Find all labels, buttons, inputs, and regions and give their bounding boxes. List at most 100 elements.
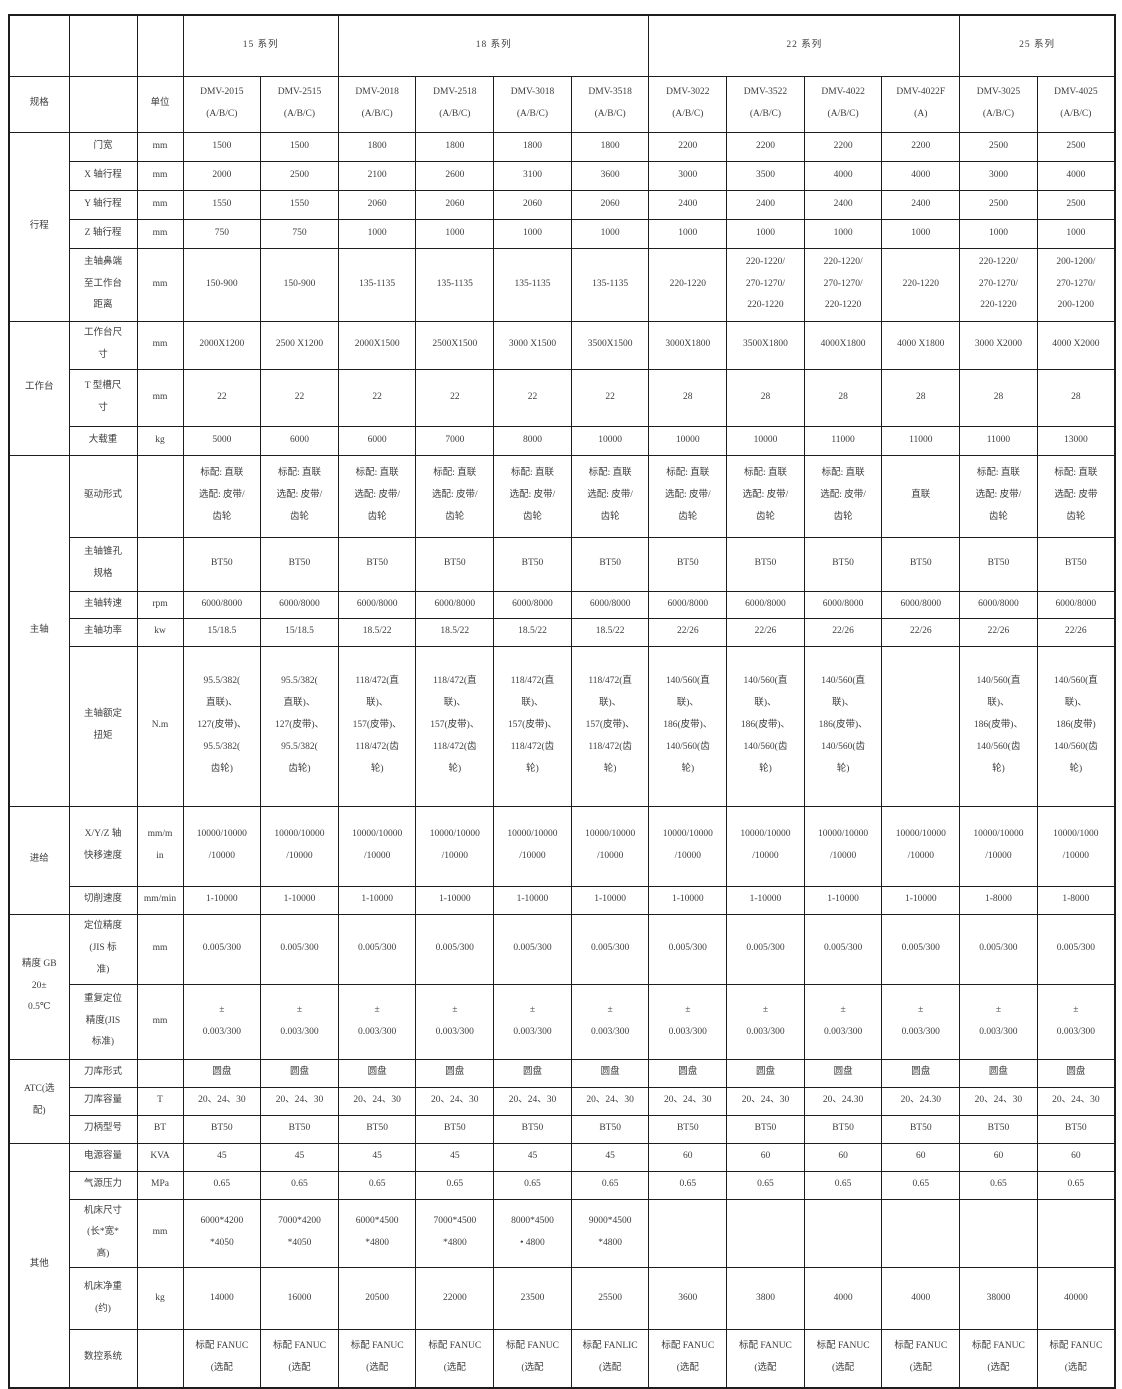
spec-name: 机床尺寸 (长*宽* 高) (68, 1198, 138, 1269)
spec-value: 20、24.30 (881, 1086, 961, 1116)
spec-name: 门宽 (68, 131, 138, 162)
table-row: 主轴功率 kw 15/18.5 15/18.5 18.5/22 18.5/22 18.5/2… (9, 617, 1116, 647)
spec-value: ± 0.003/300 (337, 983, 417, 1060)
spec-value: 3500X1500 (570, 320, 650, 370)
spec-value: ± 0.003/300 (182, 983, 262, 1060)
spec-value: 2000 (182, 160, 262, 191)
spec-name: 重复定位 精度(JIS 标准) (68, 983, 138, 1060)
spec-value: ± 0.003/300 (1036, 983, 1116, 1060)
spec-value: 140/560(直 联)、 186(皮带)、 140/560(齿 轮) (726, 645, 805, 807)
corner-empty (136, 14, 184, 77)
spec-value: 1000 (415, 218, 495, 249)
model-variant: (A/B/C) (672, 109, 704, 119)
spec-value: 22 (493, 368, 572, 427)
model-header: DMV-4022 (A/B/C) (803, 75, 883, 133)
spec-value: 140/560(直 联)、 186(皮带) 140/560(齿 轮) (1036, 645, 1116, 807)
spec-table: 15 系列 18 系列 22 系列 25 系列 规格 单位 DMV-2015 (A/B/C) D… (8, 14, 1116, 1389)
spec-value: 20、24、30 (182, 1086, 262, 1116)
spec-value: 6000/8000 (260, 590, 339, 619)
spec-value: 135-1135 (337, 247, 417, 322)
spec-value: ± 0.003/300 (726, 983, 805, 1060)
spec-value: 2200 (881, 131, 961, 162)
spec-name: 刀库形式 (68, 1058, 138, 1088)
spec-value: 0.65 (337, 1170, 417, 1200)
spec-value: 22/26 (726, 617, 805, 647)
spec-value: 0.65 (260, 1170, 339, 1200)
spec-value: 圆盘 (570, 1058, 650, 1088)
spec-unit (136, 536, 184, 592)
spec-name: Y 轴行程 (68, 189, 138, 220)
spec-value: 6000/8000 (1036, 590, 1116, 619)
spec-value: 6000/8000 (648, 590, 728, 619)
model-name: DMV-4022F (896, 87, 946, 98)
spec-value: 1-8000 (1036, 885, 1116, 915)
table-row: Y 轴行程 mm 1550 1550 2060 2060 2060 2060 2400 2400 2… (9, 189, 1116, 220)
table-row: 重复定位 精度(JIS 标准) mm ± 0.003/300 ± 0.003/300 ±… (9, 983, 1116, 1060)
spec-value: 20、24、30 (1036, 1086, 1116, 1116)
spec-value: BT50 (182, 1114, 262, 1144)
model-header: DMV-4022F (A) (881, 75, 961, 133)
spec-value: 10000/10000 /10000 (182, 805, 262, 887)
spec-value: 22/26 (803, 617, 883, 647)
spec-value: 2400 (648, 189, 728, 220)
spec-value: 2100 (337, 160, 417, 191)
spec-value: BT50 (959, 1114, 1038, 1144)
spec-value: 圆盘 (182, 1058, 262, 1088)
model-variant: (A/B/C) (594, 109, 626, 119)
model-header: DMV-3018 (A/B/C) (493, 75, 572, 133)
spec-value: 标配: 直联 选配: 皮带/ 齿轮 (959, 454, 1038, 538)
spec-value: 3000 (648, 160, 728, 191)
spec-value: 28 (1036, 368, 1116, 427)
spec-value: BT50 (726, 1114, 805, 1144)
spec-value: 7000*4200 *4050 (260, 1198, 339, 1269)
spec-value: 45 (570, 1142, 650, 1172)
corner-unit-label: 单位 (136, 75, 184, 133)
spec-value: 4000 X1800 (881, 320, 961, 370)
spec-value: 1800 (337, 131, 417, 162)
spec-value: 15/18.5 (182, 617, 262, 647)
spec-name: 工作台尺 寸 (68, 320, 138, 370)
spec-value: 5000 (182, 425, 262, 456)
spec-unit (136, 1329, 184, 1389)
spec-name: 电源容量 (68, 1142, 138, 1172)
corner-empty (68, 75, 138, 133)
spec-value: 10000/10000 /10000 (726, 805, 805, 887)
spec-value: 22/26 (959, 617, 1038, 647)
model-header: DMV-2015 (A/B/C) (182, 75, 262, 133)
spec-value: 0.005/300 (182, 913, 262, 985)
spec-value: 2500X1500 (415, 320, 495, 370)
spec-value: 1550 (260, 189, 339, 220)
spec-unit: mm (136, 1198, 184, 1269)
spec-unit: N.m (136, 645, 184, 807)
spec-value: 45 (493, 1142, 572, 1172)
spec-value: 95.5/382( 直联)、 127(皮带)、 95.5/382( 齿轮) (182, 645, 262, 807)
spec-unit: mm (136, 320, 184, 370)
spec-value: BT50 (182, 536, 262, 592)
spec-value: 20、24、30 (959, 1086, 1038, 1116)
spec-value: 200-1200/ 270-1270/ 200-1200 (1036, 247, 1116, 322)
spec-value: 28 (959, 368, 1038, 427)
spec-value: 8000*4500 • 4800 (493, 1198, 572, 1269)
table-row: 主轴额定 扭矩 N.m 95.5/382( 直联)、 127(皮带)、 95.5/3… (9, 645, 1116, 807)
spec-value: 10000/10000 /10000 (337, 805, 417, 887)
spec-value: 1800 (415, 131, 495, 162)
spec-value: 直联 (881, 454, 961, 538)
spec-value: 60 (959, 1142, 1038, 1172)
model-variant: (A) (914, 109, 928, 119)
model-variant: (A/B/C) (206, 109, 238, 119)
model-header: DMV-2018 (A/B/C) (337, 75, 417, 133)
spec-value: 圆盘 (260, 1058, 339, 1088)
spec-value: 标配 FANUC (选配 (726, 1329, 805, 1389)
spec-value: 3100 (493, 160, 572, 191)
spec-value: 6000/8000 (415, 590, 495, 619)
spec-value: 标配 FANLIC (选配 (570, 1329, 650, 1389)
spec-value: 6000 (337, 425, 417, 456)
spec-name: 刀库容量 (68, 1086, 138, 1116)
spec-value: 圆盘 (726, 1058, 805, 1088)
spec-value: 9000*4500 *4800 (570, 1198, 650, 1269)
spec-value: 1-10000 (881, 885, 961, 915)
spec-value (881, 1198, 961, 1269)
spec-value: 4000 (803, 1267, 883, 1331)
spec-value: BT50 (959, 536, 1038, 592)
model-name: DMV-4022 (821, 87, 865, 98)
